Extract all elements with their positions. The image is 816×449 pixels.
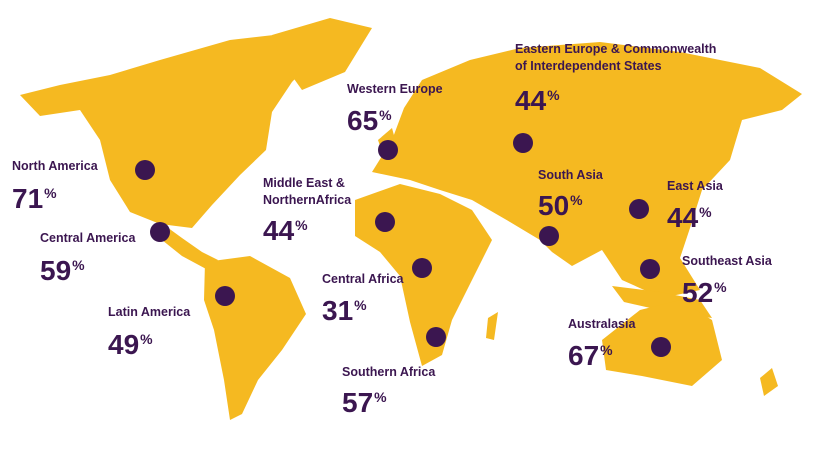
region-name: NorthernAfrica [263,193,352,207]
value-number: 59 [40,255,71,286]
value-unit: % [44,185,57,201]
value-number: 50 [538,190,569,221]
region-dot [412,258,432,278]
region-name: Middle East & [263,176,345,190]
region-dot [426,327,446,347]
value-number: 71 [12,183,43,214]
region-value: 44% [263,215,308,246]
region-value: 52% [682,277,727,308]
region-dot [539,226,559,246]
region-name: Central Africa [322,272,405,286]
region-dot [215,286,235,306]
region-name: Latin America [108,305,191,319]
value-number: 31 [322,295,353,326]
region-value: 59% [40,255,85,286]
value-unit: % [72,257,85,273]
region-dot [135,160,155,180]
value-unit: % [714,279,727,295]
region-name: East Asia [667,179,724,193]
value-number: 65 [347,105,378,136]
region-dot [375,212,395,232]
region-dot [651,337,671,357]
value-unit: % [295,217,308,233]
value-number: 44 [667,202,699,233]
value-number: 67 [568,340,599,371]
value-number: 52 [682,277,713,308]
region-dot [629,199,649,219]
region-dot [378,140,398,160]
region-value: 65% [347,105,392,136]
region-name: South Asia [538,168,604,182]
madagascar [486,312,498,340]
value-number: 44 [515,85,547,116]
region-value: 44% [667,202,712,233]
region-dot [513,133,533,153]
region-value: 67% [568,340,613,371]
region-name: North America [12,159,99,173]
value-unit: % [374,389,387,405]
value-unit: % [570,192,583,208]
region-value: 71% [12,183,57,214]
region-value: 49% [108,329,153,360]
new-zealand [760,368,778,396]
eurasia [372,42,802,298]
region-name: of Interdependent States [515,59,662,73]
region-name: Central America [40,231,136,245]
region-dot [150,222,170,242]
value-unit: % [547,87,560,103]
region-name: Southeast Asia [682,254,773,268]
region-name: Australasia [568,317,636,331]
value-unit: % [354,297,367,313]
value-unit: % [140,331,153,347]
region-labels: North America 71% Central America 59% Latin … [12,42,773,418]
region-value: 31% [322,295,367,326]
value-unit: % [699,204,712,220]
value-number: 57 [342,387,373,418]
region-name: Eastern Europe & Commonwealth [515,42,716,56]
region-value: 50% [538,190,583,221]
region-dot [640,259,660,279]
value-number: 49 [108,329,139,360]
region-name: Southern Africa [342,365,436,379]
value-unit: % [379,107,392,123]
region-value: 44% [515,85,560,116]
greenland [272,18,372,90]
region-value: 57% [342,387,387,418]
continents [20,18,802,420]
north-america [20,32,325,228]
value-number: 44 [263,215,295,246]
south-america [204,256,306,420]
value-unit: % [600,342,613,358]
central-america [160,222,218,270]
region-name: Western Europe [347,82,443,96]
